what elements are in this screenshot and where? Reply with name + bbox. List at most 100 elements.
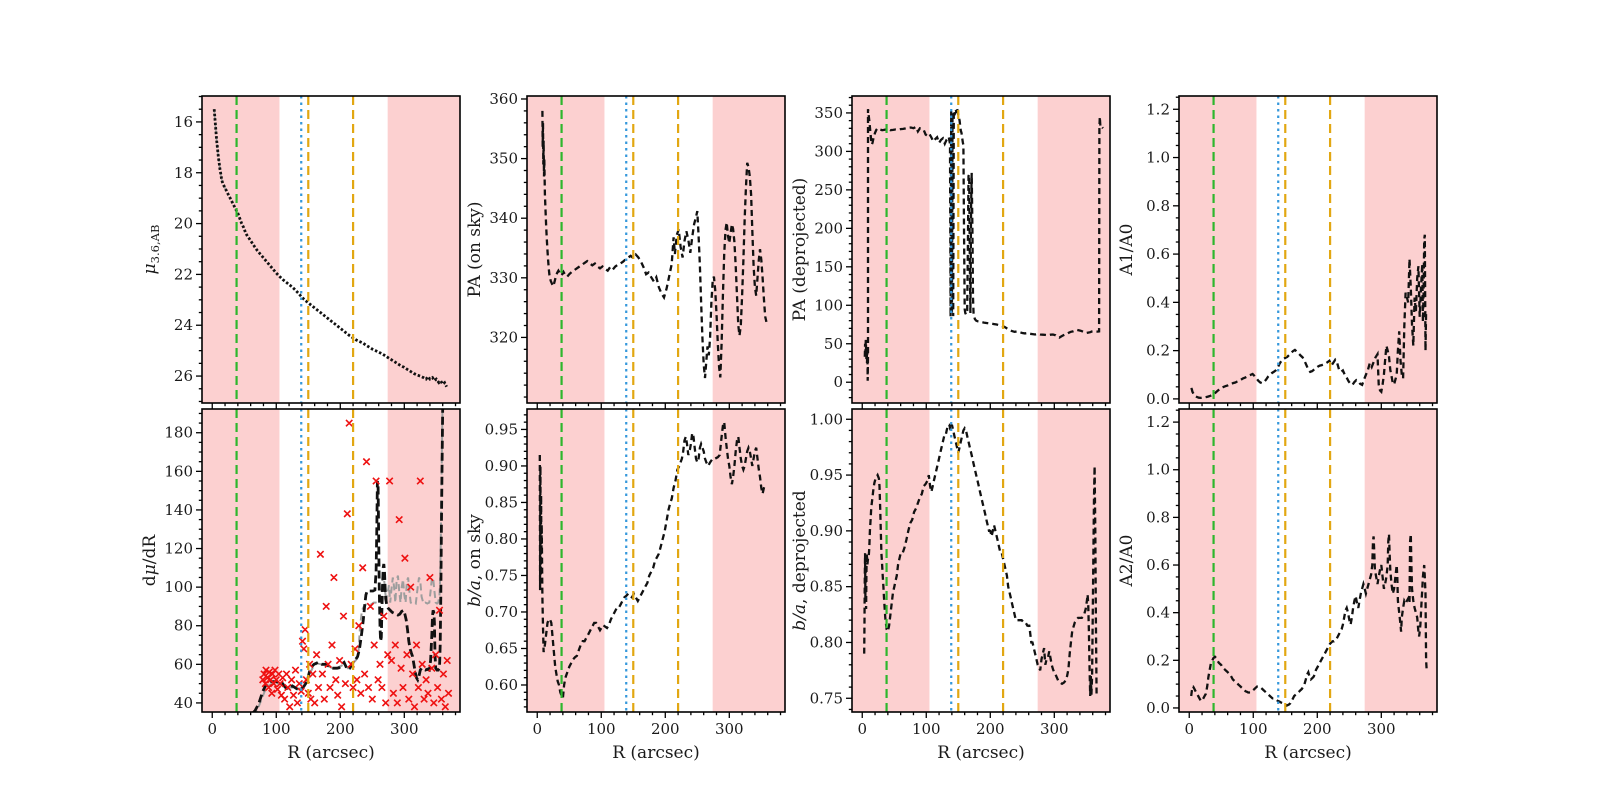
y-axis-label: PA (on sky) [465,201,485,297]
x-tick-label: 100 [912,720,941,738]
y-tick-label: 0.85 [485,493,518,511]
y-tick-label: 140 [164,501,193,519]
fit-exclusion-band [1037,409,1110,712]
y-tick-label: 20 [174,215,193,233]
axes-spines [201,408,461,713]
a2a0-profile [1190,533,1428,707]
y-tick-label: 250 [814,181,843,199]
x-tick-label: 300 [1040,720,1069,738]
y-tick-label: 26 [174,367,193,385]
y-tick-label: 120 [164,540,193,558]
fit-exclusion-band [1179,96,1257,403]
ba-deprojected-profile [863,423,1098,698]
fit-exclusion-band [1364,409,1437,712]
y-tick-label: 100 [814,296,843,314]
y-tick-label: 0.8 [1146,508,1170,526]
y-tick-label: 1.2 [1146,100,1170,118]
y-tick-label: 0.0 [1146,390,1170,408]
fit-exclusion-band [202,409,280,712]
y-tick-label: 40 [174,694,193,712]
y-tick-label: 0.95 [810,466,843,484]
fit-exclusion-band [852,96,930,403]
x-tick-label: 0 [857,720,867,738]
x-tick-label: 100 [587,720,616,738]
y-tick-label: 0.2 [1146,651,1170,669]
a1a0-profile [1190,234,1428,400]
panel-mu-profile: 16 18 20 22 24 26 μ3.6,AB [140,95,461,409]
y-tick-label: 0.4 [1146,604,1170,622]
x-axis-label: R (arcsec) [287,743,375,763]
x-tick-label: 300 [1367,720,1396,738]
fit-exclusion-band [1179,409,1257,712]
dmu-dr-profile [252,409,445,712]
y-tick-label: 360 [489,90,518,108]
fit-exclusion-band [712,409,785,712]
panel-a1a0: 0.0 0.2 0.4 0.6 0.8 1.0 1.2 A1/A0 [1117,95,1438,409]
x-tick-label: 300 [715,720,744,738]
y-tick-label: 0.75 [810,689,843,707]
y-tick-label: 0.80 [485,530,518,548]
y-tick-label: 160 [164,462,193,480]
y-tick-label: 180 [164,424,193,442]
y-tick-label: 340 [489,209,518,227]
x-tick-label: 200 [976,720,1005,738]
x-axis-label: R (arcsec) [612,743,700,763]
y-tick-label: 320 [489,328,518,346]
local-derivative-points [259,419,453,711]
panel-pa-deprojected: 0 50 100 150 200 250 300 350 PA (deprojected) [790,95,1111,409]
x-tick-label: 200 [651,720,680,738]
x-tick-label: 200 [1303,720,1332,738]
y-tick-label: 300 [814,142,843,160]
y-tick-label: 1.0 [1146,149,1170,167]
y-tick-label: 16 [174,113,193,131]
x-axis-label: R (arcsec) [1264,743,1352,763]
y-tick-label: 200 [814,219,843,237]
y-axis-label: PA (deprojected) [790,178,810,322]
y-tick-label: 100 [164,578,193,596]
ba-on-sky-profile [538,421,767,702]
axis-ticks [1173,96,1434,409]
y-tick-label: 1.2 [1146,413,1170,431]
y-tick-label: 50 [824,335,843,353]
axes-spines [526,95,786,404]
y-tick-label: 0.90 [485,457,518,475]
axis-ticks [846,418,1107,718]
y-tick-label: 0 [833,373,843,391]
axis-ticks [846,96,1107,409]
y-tick-label: 1.00 [810,410,843,428]
fit-exclusion-band [852,409,930,712]
axes-spines [1178,408,1438,713]
y-tick-label: 0.75 [485,566,518,584]
x-tick-label: 300 [390,720,419,738]
y-tick-label: 0.6 [1146,245,1170,263]
axis-ticks [521,414,782,718]
y-axis-label: A2/A0 [1117,535,1137,588]
y-tick-label: 24 [174,316,193,334]
y-tick-label: 80 [174,617,193,635]
panel-a2a0: 0.0 0.2 0.4 0.6 0.8 1.0 1.2 0 100 200 300 R (arcsec… [1117,408,1438,763]
y-tick-label: 18 [174,164,193,182]
fit-exclusion-band [527,409,605,712]
fit-exclusion-band [527,96,605,403]
panel-pa-on-sky: 320 330 340 350 360 PA (on sky) [465,90,786,409]
axes-spines [851,95,1111,404]
y-tick-label: 0.95 [485,420,518,438]
y-tick-label: 0.85 [810,578,843,596]
pa-deprojected-profile [863,107,1104,381]
x-tick-label: 0 [207,720,217,738]
x-tick-label: 0 [1184,720,1194,738]
y-tick-label: 0.4 [1146,293,1170,311]
axes-spines [851,408,1111,713]
panel-dmu-dr: 40 60 80 100 120 140 160 180 0 100 200 300 R (arcsec… [140,408,461,763]
panel-ba-on-sky: 0.60 0.65 0.70 0.75 0.80 0.85 0.90 0.95 0 100 200 3… [465,408,786,763]
x-axis-label: R (arcsec) [937,743,1025,763]
y-tick-label: 350 [489,150,518,168]
fit-exclusion-band [202,96,280,403]
y-tick-label: 0.6 [1146,556,1170,574]
fit-exclusion-band [1037,96,1110,403]
axis-ticks [196,95,457,409]
dmu-dr-smoothed-gray [254,409,444,712]
axis-ticks [196,412,457,718]
